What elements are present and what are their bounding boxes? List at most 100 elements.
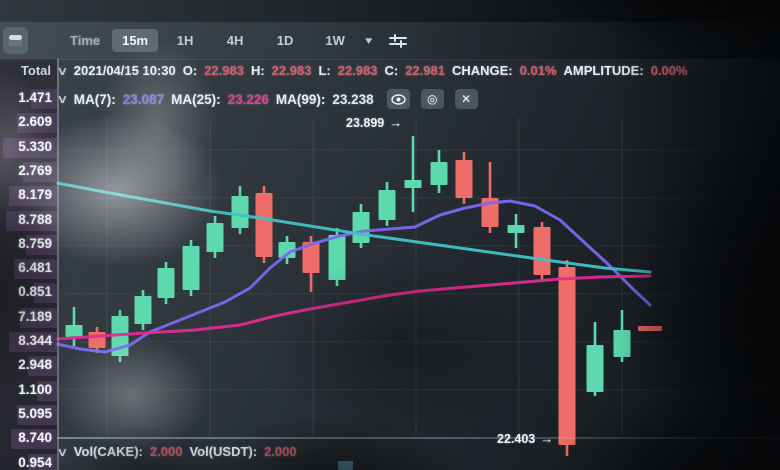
panel-divider-vertical bbox=[57, 58, 59, 470]
vol-cake-label: Vol(CAKE): bbox=[73, 444, 143, 459]
high-label: H: bbox=[250, 63, 265, 78]
orderbook-total-value: 6.481 bbox=[18, 260, 52, 276]
amplitude-value: 0.00% bbox=[650, 63, 688, 78]
ma7-value: 23.087 bbox=[122, 91, 165, 107]
vol-legend-chip bbox=[338, 461, 353, 470]
low-label: L: bbox=[318, 63, 331, 78]
orderbook-total-value: 2.609 bbox=[18, 114, 52, 130]
orderbook-row[interactable]: 2.769 bbox=[0, 161, 57, 183]
ma25-label: MA(25): bbox=[171, 91, 221, 107]
ma7-label: MA(7): bbox=[73, 91, 116, 107]
orderbook-row[interactable]: 0.851 bbox=[0, 282, 57, 304]
orderbook-total-value: 2.769 bbox=[18, 162, 52, 178]
orderbook-row[interactable]: 1.100 bbox=[0, 380, 57, 402]
orderbook-row[interactable]: 1.471 bbox=[0, 88, 57, 110]
orderbook-row[interactable]: 0.954 bbox=[0, 453, 57, 470]
orderbook-total-value: 7.189 bbox=[18, 308, 52, 324]
vol-cake-value: 2.000 bbox=[149, 444, 183, 459]
orderbook-panel: Total 1.471 2.609 5.330 2.769 8.179 8.788 8.75… bbox=[0, 59, 57, 470]
orderbook-total-value: 5.095 bbox=[18, 405, 52, 421]
candle-body bbox=[65, 325, 83, 337]
arrow-right-icon: → bbox=[540, 431, 554, 446]
orderbook-total-value: 1.471 bbox=[18, 90, 52, 105]
orderbook-row[interactable]: 8.788 bbox=[0, 210, 57, 232]
orderbook-row[interactable]: 5.330 bbox=[0, 137, 57, 159]
candle-body bbox=[507, 225, 525, 233]
orderbook-total-value: 1.100 bbox=[18, 381, 52, 397]
low-price-annotation: 22.403 → bbox=[497, 431, 554, 446]
ma25-value: 23.226 bbox=[227, 91, 269, 107]
candle-body bbox=[231, 196, 249, 228]
candle-body bbox=[157, 268, 175, 298]
amplitude-label: AMPLITUDE: bbox=[563, 63, 644, 78]
candle-body bbox=[378, 190, 396, 220]
ma99-value: 23.238 bbox=[332, 91, 374, 107]
candle-body bbox=[430, 162, 448, 185]
orderbook-row[interactable]: 8.759 bbox=[0, 234, 57, 256]
candle-body bbox=[586, 345, 604, 392]
chart-volume-divider bbox=[57, 437, 780, 439]
open-value: 22.983 bbox=[204, 63, 244, 78]
orderbook-row[interactable]: 8.179 bbox=[0, 185, 57, 207]
candle-body bbox=[533, 227, 551, 275]
ma-indicator-row: ∨ MA(7): 23.087 MA(25): 23.226 MA(99): 2… bbox=[56, 89, 478, 109]
open-label: O: bbox=[182, 63, 198, 78]
ma99-label: MA(99): bbox=[275, 91, 326, 107]
camera-icon[interactable] bbox=[3, 27, 28, 54]
orderbook-total-value: 8.179 bbox=[18, 187, 52, 203]
candle-body bbox=[182, 246, 200, 290]
orderbook-row[interactable]: 2.609 bbox=[0, 112, 57, 134]
vol-usdt-value: 2.000 bbox=[264, 444, 297, 459]
orderbook-row[interactable]: 8.740 bbox=[0, 428, 57, 450]
high-price-annotation: 23.899 → bbox=[346, 115, 403, 130]
low-value: 22.983 bbox=[337, 63, 378, 78]
candle-body bbox=[638, 326, 662, 331]
orderbook-row[interactable]: 8.344 bbox=[0, 331, 57, 353]
orderbook-row[interactable]: 2.948 bbox=[0, 355, 57, 377]
tab-4h[interactable]: 4H bbox=[226, 33, 244, 48]
candle-body bbox=[206, 223, 224, 252]
orderbook-total-value: 8.788 bbox=[18, 211, 52, 227]
orderbook-total-value: 5.330 bbox=[18, 138, 52, 154]
orderbook-total-value: 2.948 bbox=[18, 357, 52, 373]
eye-icon[interactable] bbox=[386, 89, 410, 109]
chevron-down-icon[interactable]: ▾ bbox=[365, 35, 373, 47]
collapse-icon[interactable]: ∨ bbox=[56, 444, 69, 459]
orderbook-total-value: 8.759 bbox=[18, 235, 52, 251]
orderbook-total-value: 8.344 bbox=[18, 333, 52, 348]
orderbook-total-value: 0.954 bbox=[18, 454, 52, 470]
interval-tabs: 15m 1H 4H 1D 1W bbox=[112, 29, 358, 52]
close-label: C: bbox=[384, 63, 399, 78]
close-icon[interactable]: ✕ bbox=[454, 89, 478, 109]
orderbook-total-value: 0.851 bbox=[18, 284, 52, 300]
tab-1d[interactable]: 1D bbox=[276, 33, 294, 48]
candle-body bbox=[455, 160, 473, 198]
candle-body bbox=[613, 330, 631, 357]
tab-1w[interactable]: 1W bbox=[325, 33, 345, 48]
target-icon[interactable]: ◎ bbox=[420, 89, 444, 109]
arrow-right-icon: → bbox=[389, 115, 403, 130]
indicator-settings-icon[interactable] bbox=[388, 31, 408, 51]
collapse-icon[interactable]: ∨ bbox=[56, 92, 69, 106]
tab-1h[interactable]: 1H bbox=[176, 33, 194, 48]
candle-body bbox=[255, 193, 273, 257]
close-value: 22.981 bbox=[405, 63, 445, 78]
candle-body bbox=[328, 235, 346, 280]
orderbook-total-value: 8.740 bbox=[18, 430, 52, 446]
candle-body bbox=[134, 296, 152, 324]
high-value: 22.983 bbox=[271, 63, 312, 78]
volume-info-row: ∨ Vol(CAKE): 2.000 Vol(USDT): 2.000 bbox=[56, 444, 297, 459]
orderbook-row[interactable]: 7.189 bbox=[0, 307, 57, 329]
collapse-icon[interactable]: ∨ bbox=[56, 63, 69, 78]
candle-body bbox=[352, 212, 370, 243]
orderbook-row[interactable]: 6.481 bbox=[0, 258, 57, 280]
chart-toolbar: Time 15m 1H 4H 1D 1W ▾ bbox=[0, 22, 780, 60]
candle-datetime: 2021/04/15 10:30 bbox=[73, 63, 176, 78]
tab-15m[interactable]: 15m bbox=[112, 29, 159, 52]
change-label: CHANGE: bbox=[451, 63, 513, 78]
orderbook-row[interactable]: 5.095 bbox=[0, 404, 57, 426]
vol-usdt-label: Vol(USDT): bbox=[189, 444, 258, 459]
time-label: Time bbox=[70, 33, 101, 48]
candle-body bbox=[404, 180, 422, 188]
